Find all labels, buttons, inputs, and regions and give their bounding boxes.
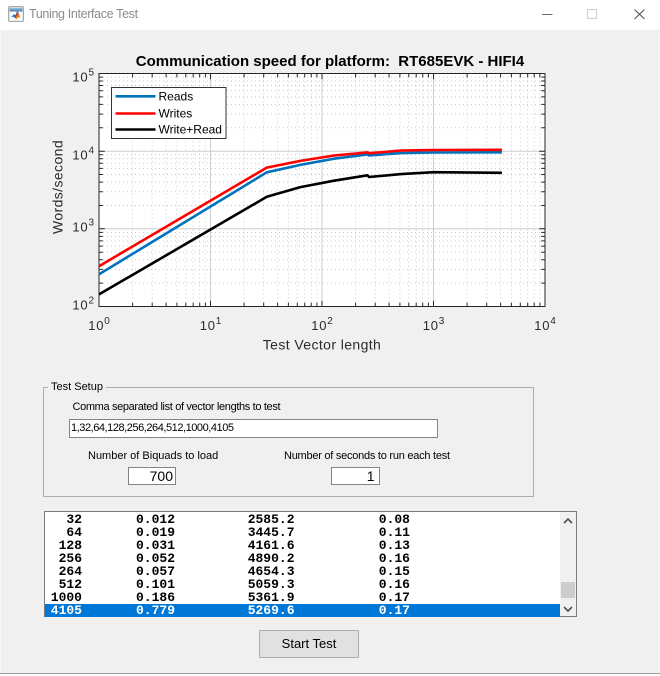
svg-text:101: 101 — [200, 316, 222, 333]
svg-text:103: 103 — [423, 316, 445, 333]
svg-text:Reads: Reads — [159, 90, 194, 104]
svg-text:104: 104 — [72, 145, 94, 162]
svg-text:Writes: Writes — [159, 107, 193, 121]
svg-text:Write+Read: Write+Read — [159, 123, 222, 137]
svg-text:Words/second: Words/second — [50, 140, 66, 234]
svg-text:105: 105 — [72, 68, 94, 85]
svg-text:102: 102 — [72, 295, 94, 312]
svg-text:103: 103 — [72, 218, 94, 235]
svg-text:102: 102 — [311, 316, 333, 333]
svg-text:104: 104 — [534, 316, 556, 333]
svg-text:Communication speed for platfo: Communication speed for platform: RT685E… — [136, 53, 525, 70]
svg-text:Test Vector length: Test Vector length — [263, 337, 382, 353]
svg-text:100: 100 — [88, 316, 110, 333]
